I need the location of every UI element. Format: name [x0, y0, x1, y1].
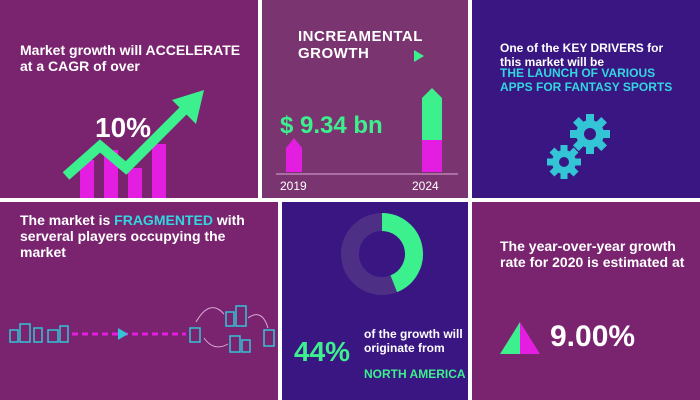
cagr-value: 10%: [95, 112, 152, 143]
incremental-growth-panel: INCREAMENTAL GROWTH $ 9.34 bn 2019 2024: [262, 0, 468, 198]
fragmented-post: with serveral players occupying the mark…: [20, 212, 245, 261]
growth-bars-icon: [276, 88, 458, 175]
key-drivers-panel: One of the KEY DRIVERS for this market w…: [472, 0, 700, 198]
region-description: of the growth will originate from: [364, 327, 463, 355]
trend-arrow-icon: [62, 90, 204, 198]
year-end-label: 2024: [412, 179, 439, 193]
yoy-value: 9.00%: [550, 320, 636, 353]
region-panel: 44% of the growth will originate from NO…: [282, 202, 468, 400]
year-start-label: 2019: [280, 179, 307, 193]
drivers-intro: One of the KEY DRIVERS for this market w…: [500, 41, 664, 69]
drivers-highlight: THE LAUNCH OF VARIOUS APPS FOR FANTASY S…: [500, 66, 673, 94]
yoy-headline: The year-over-year growth rate for 2020 …: [500, 238, 685, 271]
cagr-panel: Market growth will ACCELERATE at a CAGR …: [0, 0, 258, 198]
donut-chart-icon: [341, 213, 423, 295]
region-name: NORTH AMERICA: [364, 367, 466, 381]
incremental-amount: $ 9.34 bn: [280, 112, 383, 139]
fragmented-accent: FRAGMENTED: [114, 212, 213, 228]
fragmented-panel: The market is FRAGMENTED with serveral p…: [0, 202, 278, 400]
region-value: 44%: [294, 336, 351, 367]
incremental-headline: INCREAMENTAL GROWTH: [298, 28, 423, 63]
triangle-icon: [500, 322, 540, 354]
gears-icon: [547, 114, 610, 179]
cagr-headline: Market growth will ACCELERATE at a CAGR …: [20, 42, 241, 75]
play-arrow-icon: [414, 50, 424, 62]
donut-share-arc: [381, 213, 423, 293]
fragmented-pre: The market is: [20, 212, 115, 228]
city-network-icon: [9, 305, 275, 353]
yoy-panel: The year-over-year growth rate for 2020 …: [472, 202, 700, 400]
fragmented-headline: The market is FRAGMENTED with serveral p…: [20, 212, 270, 260]
